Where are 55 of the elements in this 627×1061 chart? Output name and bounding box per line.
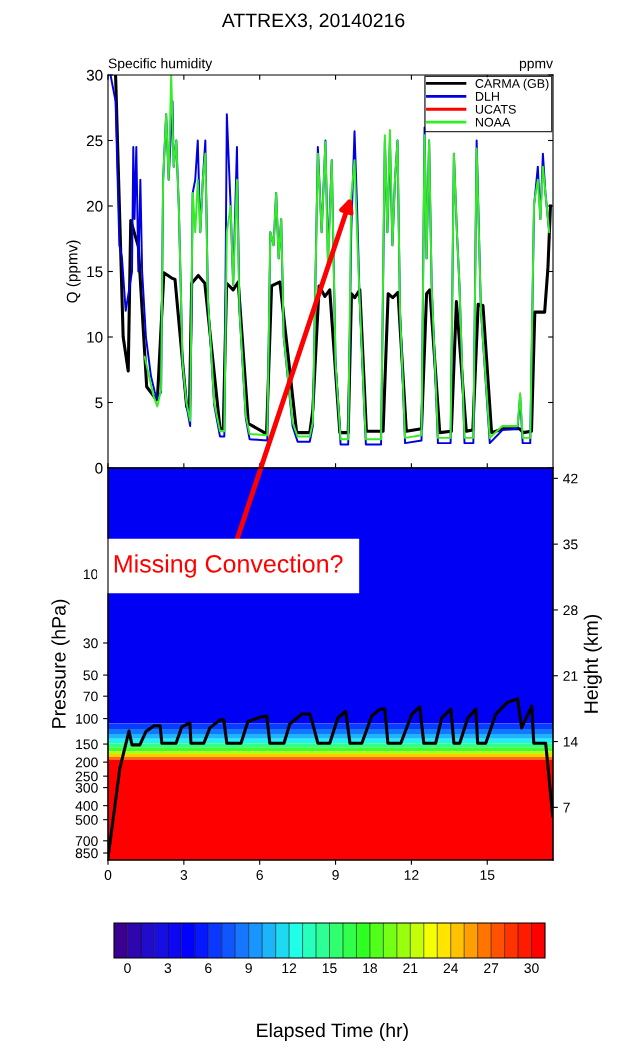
x-tick-label: 9 [332, 870, 339, 880]
x-tick-label: 15 [480, 870, 495, 880]
y-tick-label: 30 [83, 638, 98, 649]
y-tick-label: 30 [86, 69, 103, 81]
color-bar-label: 27 [484, 963, 499, 973]
chart-title: ATTREX3, 20140216 [221, 13, 405, 30]
color-bar-label: 3 [164, 963, 172, 974]
y2-tick-label: 35 [563, 539, 578, 550]
y-tick-label: 50 [83, 670, 98, 681]
y-tick-label: 200 [75, 757, 98, 768]
y-tick-label: 500 [75, 815, 98, 825]
color-bar-label: 6 [205, 963, 212, 974]
color-bar-label: 18 [363, 963, 378, 974]
x-tick-label: 0 [104, 870, 112, 880]
color-bar-label: 21 [403, 963, 418, 973]
color-bar-label: 15 [322, 963, 337, 974]
y-tick-label: 10 [83, 569, 98, 580]
y-tick-label: 150 [76, 739, 98, 750]
y-axis-title: Pressure (hPa) [51, 599, 70, 728]
y-tick-label: 100 [76, 713, 98, 724]
text: ppmv [519, 60, 553, 72]
y2-tick-label: 14 [563, 737, 578, 747]
legend-label: UCATS [475, 104, 516, 114]
color-bar-label: 12 [282, 963, 297, 973]
y-axis-title: Q (ppmv) [66, 240, 81, 303]
y2-tick-label: 7 [563, 802, 570, 813]
legend-label: DLH [475, 92, 499, 101]
x-tick-label: 6 [256, 870, 263, 880]
y-tick-label: 300 [75, 782, 98, 793]
y-tick-label: 70 [83, 691, 98, 702]
x-axis-title: Elapsed Time (hr) [257, 1022, 408, 1042]
color-bar-label: 24 [443, 963, 459, 973]
y-tick-label: 850 [75, 848, 98, 859]
y2-axis-title: Height (km) [583, 614, 602, 713]
x-tick-label: 12 [404, 870, 419, 880]
color-bar-label: 30 [524, 963, 539, 974]
y2-tick-label: 28 [563, 605, 578, 616]
y2-tick-label: 21 [563, 671, 578, 681]
y-tick-label: 5 [95, 397, 103, 409]
y2-tick-label: 42 [563, 473, 578, 484]
y-tick-label: 15 [87, 266, 103, 278]
legend-label: CARMA (GB) [475, 78, 549, 91]
legend-label: NOAA [475, 117, 511, 127]
color-bar-label: 0 [124, 963, 131, 974]
annotation: Missing Convection? [114, 554, 343, 578]
x-tick-label: 3 [180, 870, 188, 880]
y-tick-label: 400 [75, 801, 98, 811]
y-tick-label: 0 [95, 462, 103, 474]
color-bar-label: 9 [245, 963, 252, 974]
y-tick-label: 10 [87, 331, 103, 343]
y-tick-label: 20 [86, 200, 103, 212]
y-tick-label: 250 [75, 771, 98, 782]
y-tick-label: 700 [75, 836, 98, 846]
y-tick-label: 25 [86, 135, 103, 147]
chart-subtitle: Specific humidity [108, 58, 213, 72]
